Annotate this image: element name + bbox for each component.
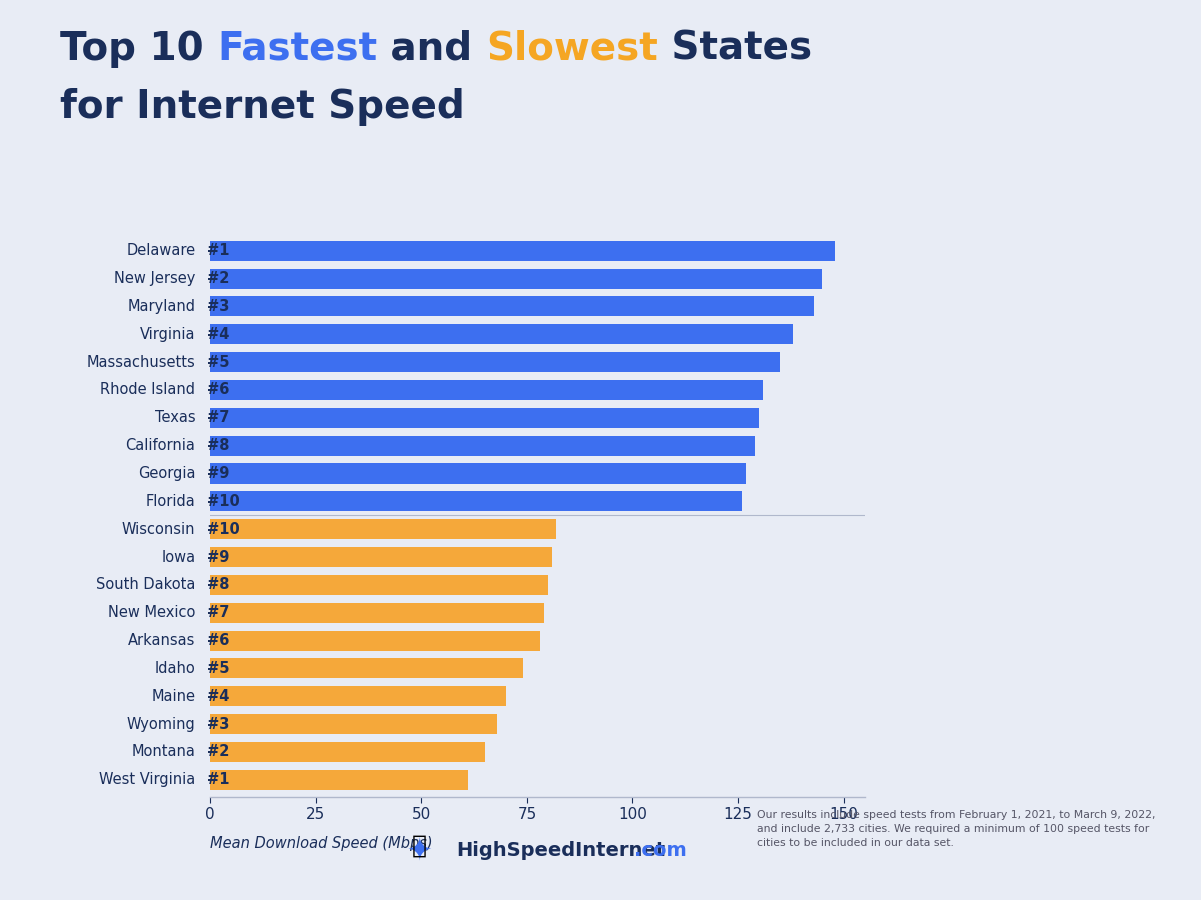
Text: and: and (377, 30, 486, 68)
Text: #6: #6 (207, 382, 229, 398)
Bar (210, 519, 556, 539)
Text: #10: #10 (207, 494, 239, 508)
Text: New Jersey: New Jersey (114, 271, 196, 286)
Bar (210, 240, 835, 261)
Text: #4: #4 (207, 327, 229, 342)
Text: 🐦: 🐦 (412, 834, 426, 858)
Text: Slowest: Slowest (486, 30, 658, 68)
Text: South Dakota: South Dakota (96, 578, 196, 592)
Text: Massachusetts: Massachusetts (86, 355, 196, 370)
Text: #1: #1 (207, 243, 229, 258)
Bar (210, 268, 823, 289)
Text: #2: #2 (207, 744, 229, 760)
Text: #8: #8 (207, 578, 229, 592)
Bar (210, 408, 759, 427)
Bar (210, 436, 755, 455)
Text: #7: #7 (207, 410, 229, 426)
Text: Arkansas: Arkansas (129, 633, 196, 648)
Text: Wyoming: Wyoming (126, 716, 196, 732)
Text: Our results include speed tests from February 1, 2021, to March 9, 2022,
and inc: Our results include speed tests from Feb… (757, 810, 1155, 848)
Bar (210, 380, 764, 400)
Text: #1: #1 (207, 772, 229, 788)
Text: for Internet Speed: for Internet Speed (60, 88, 465, 126)
Text: Delaware: Delaware (126, 243, 196, 258)
Bar (210, 659, 522, 679)
Bar (210, 575, 548, 595)
Text: #9: #9 (207, 466, 229, 481)
Text: Iowa: Iowa (161, 550, 196, 564)
Text: California: California (126, 438, 196, 453)
Text: #9: #9 (207, 550, 229, 564)
Bar (210, 631, 539, 651)
Text: #7: #7 (207, 605, 229, 620)
Bar (210, 742, 485, 762)
Text: Georgia: Georgia (138, 466, 196, 481)
Bar (210, 464, 747, 483)
Text: Maryland: Maryland (127, 299, 196, 314)
Text: Idaho: Idaho (155, 661, 196, 676)
Bar (210, 324, 793, 345)
Bar (210, 714, 497, 734)
Text: #3: #3 (207, 716, 229, 732)
Text: Florida: Florida (145, 494, 196, 508)
Text: #3: #3 (207, 299, 229, 314)
Text: Rhode Island: Rhode Island (101, 382, 196, 398)
Text: Maine: Maine (151, 688, 196, 704)
Bar (210, 491, 742, 511)
Bar (210, 296, 814, 317)
Text: Texas: Texas (155, 410, 196, 426)
Text: Top 10: Top 10 (60, 30, 217, 68)
Text: ✦: ✦ (407, 836, 432, 865)
Text: #4: #4 (207, 688, 229, 704)
Text: Fastest: Fastest (217, 30, 377, 68)
Bar (210, 603, 544, 623)
X-axis label: Mean Download Speed (Mbps): Mean Download Speed (Mbps) (210, 836, 432, 850)
Text: States: States (658, 30, 812, 68)
Bar (210, 547, 552, 567)
Bar (210, 686, 506, 706)
Text: #6: #6 (207, 633, 229, 648)
Bar (210, 770, 467, 790)
Text: Montana: Montana (132, 744, 196, 760)
Text: New Mexico: New Mexico (108, 605, 196, 620)
Text: #2: #2 (207, 271, 229, 286)
Bar (210, 352, 781, 372)
Text: HighSpeedInternet: HighSpeedInternet (456, 841, 665, 860)
Text: #5: #5 (207, 661, 229, 676)
Text: Virginia: Virginia (139, 327, 196, 342)
Text: #10: #10 (207, 522, 239, 536)
Text: .com: .com (634, 841, 687, 860)
Text: West Virginia: West Virginia (100, 772, 196, 788)
Text: #8: #8 (207, 438, 229, 453)
Text: Wisconsin: Wisconsin (121, 522, 196, 536)
Text: #5: #5 (207, 355, 229, 370)
